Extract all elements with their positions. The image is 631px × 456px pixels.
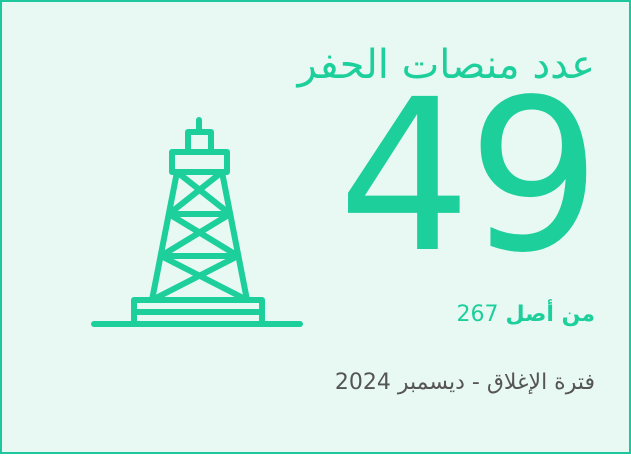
title: عدد منصات الحفر [297, 42, 595, 88]
subtitle-total: 267 [456, 302, 499, 327]
subtitle: من أصل 267 [456, 302, 595, 327]
subtitle-prefix: من أصل [505, 302, 595, 327]
rig-count: 49 [337, 54, 601, 299]
footer: فترة الإغلاق - ديسمبر 2024 [334, 370, 595, 395]
